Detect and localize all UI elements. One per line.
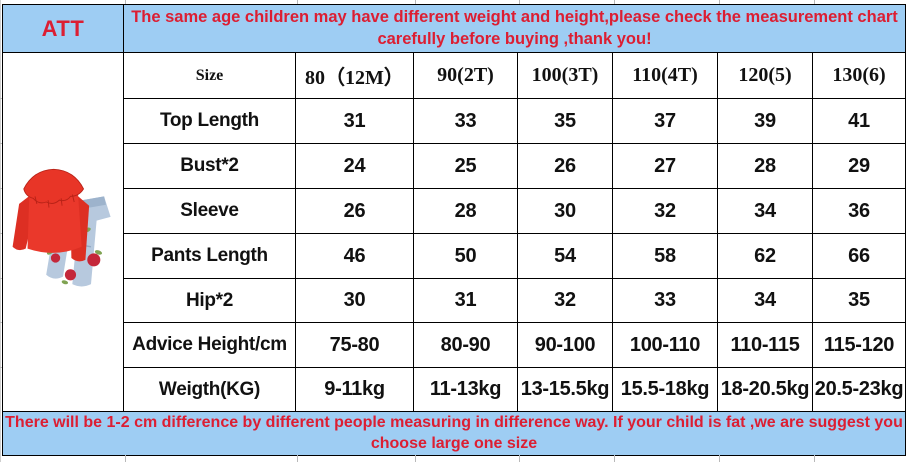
cell-value: 18-20.5kg bbox=[717, 367, 813, 412]
cell-value: 35 bbox=[517, 98, 613, 144]
cell-value: 29 bbox=[811, 143, 907, 189]
table-row-sleeve: Sleeve 26 28 30 32 34 36 bbox=[3, 188, 907, 234]
cell-value: 100-110 bbox=[612, 322, 718, 368]
gridline-stub bbox=[519, 0, 520, 4]
cell-value: 115-120 bbox=[811, 322, 907, 368]
row-label: Sleeve bbox=[123, 188, 296, 234]
cell-value: 58 bbox=[612, 233, 718, 279]
cell-value: 90-100 bbox=[517, 322, 613, 368]
gridline-stub bbox=[0, 278, 2, 279]
cell-value: 28 bbox=[717, 143, 813, 189]
cell-value: 34 bbox=[717, 188, 813, 234]
cell-value: 50 bbox=[413, 233, 518, 279]
cell-value: 26 bbox=[517, 143, 613, 189]
gridline-stub bbox=[297, 455, 298, 462]
cell-value: 36 bbox=[811, 188, 907, 234]
sheet-edge-gridline bbox=[0, 0, 1, 462]
cell-value: 24 bbox=[295, 143, 414, 189]
gridline-stub bbox=[814, 455, 815, 462]
red-top-graphic bbox=[12, 168, 90, 261]
cell-value: 32 bbox=[517, 278, 613, 323]
cell-value: 46 bbox=[295, 233, 414, 279]
table-header-row: Size 80（12M） 90(2T) 100(3T) 110(4T) 120(… bbox=[2, 52, 907, 412]
sheet: ATT The same age children may have diffe… bbox=[1, 4, 907, 456]
gridline-stub bbox=[125, 455, 126, 462]
banner-row: ATT The same age children may have diffe… bbox=[2, 4, 907, 53]
column-header-90: 90(2T) bbox=[413, 52, 518, 99]
cell-value: 41 bbox=[811, 98, 907, 144]
gridline-stub bbox=[0, 233, 2, 234]
column-header-130: 130(6) bbox=[811, 52, 907, 99]
table-row-hip: Hip*2 30 31 32 33 34 35 bbox=[3, 278, 907, 323]
column-header-size: Size bbox=[123, 52, 296, 99]
gridline-stub bbox=[719, 0, 720, 4]
cell-value: 9-11kg bbox=[295, 367, 414, 412]
table-row-advice-height: Advice Height/cm 75-80 80-90 90-100 100-… bbox=[3, 322, 907, 368]
gridline-stub bbox=[415, 0, 416, 4]
gridline-stub bbox=[0, 367, 2, 368]
gridline-stub bbox=[0, 98, 2, 99]
row-label: Bust*2 bbox=[123, 143, 296, 189]
gridline-stub bbox=[125, 0, 126, 4]
gridline-stub bbox=[0, 143, 2, 144]
table-row-top-length: Top Length 31 33 35 37 39 41 bbox=[3, 98, 907, 144]
gridline-stub bbox=[719, 455, 720, 462]
bottom-banner: There will be 1-2 cm difference by diffe… bbox=[1, 411, 907, 456]
cell-value: 35 bbox=[811, 278, 907, 323]
gridline-stub bbox=[614, 455, 615, 462]
cell-value: 13-15.5kg bbox=[517, 367, 613, 412]
cell-value: 54 bbox=[517, 233, 613, 279]
cell-value: 32 bbox=[612, 188, 718, 234]
row-label: Pants Length bbox=[123, 233, 296, 279]
bottom-banner-row: There will be 1-2 cm difference by diffe… bbox=[1, 411, 907, 456]
cell-value: 26 bbox=[295, 188, 414, 234]
table-row-pants-length: Pants Length 46 50 54 58 62 66 bbox=[3, 233, 907, 279]
size-chart-table: ATT The same age children may have diffe… bbox=[1, 4, 907, 456]
table-row-bust: Bust*2 24 25 26 27 28 29 bbox=[3, 143, 907, 189]
cell-value: 80-90 bbox=[413, 322, 518, 368]
column-header-80: 80（12M） bbox=[295, 52, 414, 99]
gridline-stub bbox=[814, 0, 815, 4]
cell-value: 27 bbox=[612, 143, 718, 189]
cell-value: 30 bbox=[517, 188, 613, 234]
row-label: Top Length bbox=[123, 98, 296, 144]
row-label: Advice Height/cm bbox=[123, 322, 296, 368]
cell-value: 110-115 bbox=[717, 322, 813, 368]
column-header-120: 120(5) bbox=[717, 52, 813, 99]
brand-label: ATT bbox=[2, 4, 124, 53]
cell-value: 37 bbox=[612, 98, 718, 144]
cell-value: 33 bbox=[413, 98, 518, 144]
cell-value: 25 bbox=[413, 143, 518, 189]
gridline-stub bbox=[0, 188, 2, 189]
cell-value: 11-13kg bbox=[413, 367, 518, 412]
top-banner: The same age children may have different… bbox=[122, 4, 907, 53]
cell-value: 66 bbox=[811, 233, 907, 279]
gridline-stub bbox=[0, 322, 2, 323]
column-header-100: 100(3T) bbox=[517, 52, 613, 99]
row-label: Hip*2 bbox=[123, 278, 296, 323]
cell-value: 15.5-18kg bbox=[612, 367, 718, 412]
row-label: Weigth(KG) bbox=[123, 367, 296, 412]
gridline-stub bbox=[614, 0, 615, 4]
table-row-weight: Weigth(KG) 9-11kg 11-13kg 13-15.5kg 15.5… bbox=[3, 367, 907, 412]
cell-value: 20.5-23kg bbox=[811, 367, 907, 412]
column-header-110: 110(4T) bbox=[612, 52, 718, 99]
gridline-stub bbox=[415, 455, 416, 462]
cell-value: 31 bbox=[295, 98, 414, 144]
product-photo bbox=[12, 168, 111, 286]
cell-value: 30 bbox=[295, 278, 414, 323]
cell-value: 33 bbox=[612, 278, 718, 323]
cell-value: 34 bbox=[717, 278, 813, 323]
cell-value: 31 bbox=[413, 278, 518, 323]
product-photo-cell bbox=[2, 52, 124, 412]
cell-value: 75-80 bbox=[295, 322, 414, 368]
gridline-stub bbox=[519, 455, 520, 462]
cell-value: 28 bbox=[413, 188, 518, 234]
gridline-stub bbox=[297, 0, 298, 4]
cell-value: 62 bbox=[717, 233, 813, 279]
cell-value: 39 bbox=[717, 98, 813, 144]
